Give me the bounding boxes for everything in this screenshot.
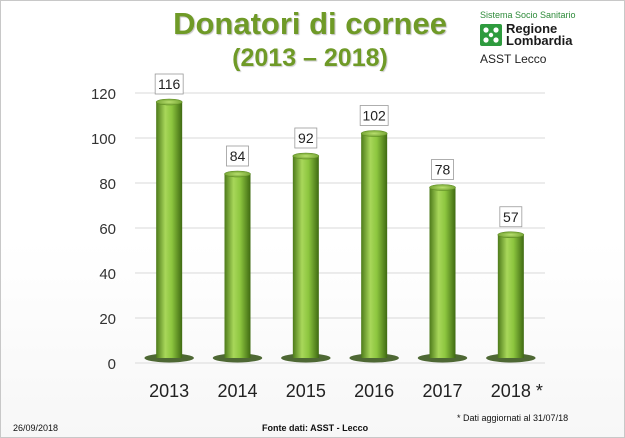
- footer-source: Fonte dati: ASST - Lecco: [262, 423, 369, 433]
- bar: [497, 234, 524, 358]
- logo-org-name: ASST Lecco: [480, 52, 547, 66]
- logo-region-name: Regione Lombardia: [506, 21, 573, 48]
- data-label: 84: [230, 148, 246, 164]
- page-subtitle: (2013 – 2018): [232, 44, 388, 72]
- x-tick-label: 2015: [286, 381, 326, 401]
- x-tick-label: 2017: [422, 381, 462, 401]
- x-tick-label: 2018 *: [491, 381, 543, 401]
- data-label: 78: [435, 162, 451, 178]
- data-label-box: [294, 127, 318, 149]
- data-label-box: [359, 105, 389, 126]
- data-label: 102: [362, 108, 386, 124]
- logo-region-line2: Lombardia: [506, 33, 573, 48]
- y-tick-label: 0: [108, 356, 116, 373]
- bar-cap: [360, 130, 388, 137]
- bar: [429, 187, 456, 358]
- bar-cap: [429, 184, 456, 191]
- footer-note: * Dati aggiornati al 31/07/18: [457, 413, 569, 423]
- y-tick-label: 20: [99, 311, 116, 328]
- bar-cap: [224, 170, 251, 178]
- bar: [361, 133, 388, 358]
- bar-cap: [155, 98, 183, 106]
- data-label: 92: [298, 130, 314, 146]
- bar: [292, 156, 319, 358]
- y-tick-label: 60: [99, 221, 116, 238]
- x-tick-label: 2013: [149, 381, 189, 401]
- y-tick-label: 40: [99, 266, 116, 283]
- logo-system-label: Sistema Socio Sanitario: [480, 10, 576, 20]
- bar: [156, 102, 183, 358]
- regione-lombardia-logo-icon: [480, 24, 502, 46]
- x-tick-label: 2014: [217, 381, 257, 401]
- data-label: 116: [158, 76, 181, 92]
- page-title: Donatori di cornee: [173, 6, 447, 41]
- data-label-box: [226, 145, 249, 167]
- footer-date: 26/09/2018: [13, 423, 59, 433]
- bar-cap: [497, 231, 525, 239]
- data-label-box: [431, 159, 454, 180]
- data-label-box: [499, 206, 523, 228]
- data-label: 57: [503, 209, 519, 225]
- bar-cap: [292, 152, 320, 160]
- y-tick-label: 80: [99, 176, 116, 193]
- x-tick-label: 2016: [354, 381, 394, 401]
- y-tick-label: 100: [91, 131, 116, 148]
- logo-region-line1: Regione: [506, 21, 558, 36]
- data-label-box: [154, 73, 184, 95]
- y-tick-label: 120: [91, 86, 116, 103]
- bar: [224, 174, 251, 358]
- organization-logo: Sistema Socio Sanitario Regione Lombardi…: [478, 10, 618, 70]
